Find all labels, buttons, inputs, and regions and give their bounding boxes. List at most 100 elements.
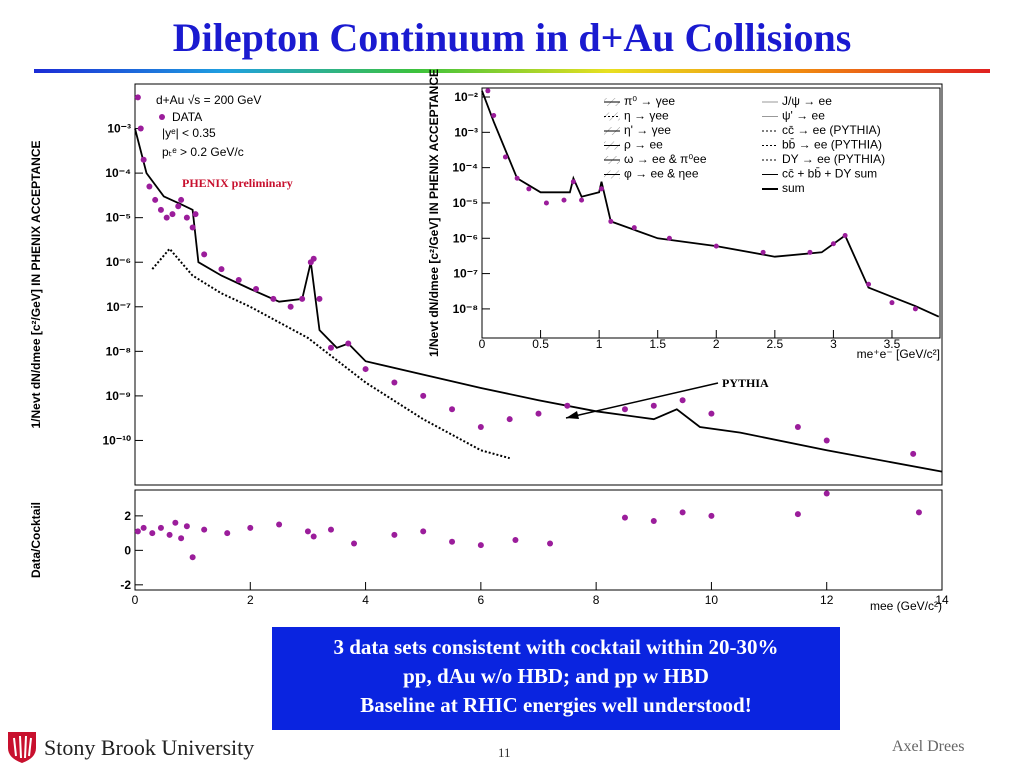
data-point <box>526 186 532 192</box>
data-point <box>708 410 715 417</box>
data-point <box>621 514 628 521</box>
x-tick-label: 2 <box>713 337 720 351</box>
data-point <box>362 366 369 373</box>
data-point <box>650 402 657 409</box>
x-tick-label: 1 <box>596 337 603 351</box>
data-point <box>183 214 190 221</box>
y-tick-label: 10⁻⁶ <box>106 255 131 269</box>
y-tick-label: 10⁻³ <box>454 125 478 139</box>
y-tick-label: 10⁻¹⁰ <box>103 433 132 447</box>
legend-label: η → γee <box>624 109 669 123</box>
data-point <box>189 224 196 231</box>
y-tick-label: 10⁻⁷ <box>453 267 478 281</box>
y-tick-label: 2 <box>124 509 131 523</box>
data-point <box>713 243 719 249</box>
plot-frame <box>481 87 941 339</box>
x-tick-label: 8 <box>593 593 600 607</box>
data-point <box>247 524 254 531</box>
data-point <box>485 88 491 94</box>
summary-box: 3 data sets consistent with cocktail wit… <box>272 627 840 730</box>
data-point <box>794 424 801 431</box>
x-axis-label: mee (GeV/c²) <box>870 599 942 613</box>
legend-label: ω → ee & π⁰ee <box>624 152 707 166</box>
sum-curve <box>481 90 940 318</box>
y-tick-label: 10⁻⁴ <box>105 166 131 180</box>
data-point <box>140 524 147 531</box>
legend-label: cc̄ → ee (PYTHIA) <box>782 123 881 137</box>
x-tick-label: 2.5 <box>766 337 783 351</box>
data-point <box>253 286 260 293</box>
y-tick-label: 0 <box>124 543 131 557</box>
data-point <box>666 235 672 241</box>
annotation: PHENIX preliminary <box>182 176 293 190</box>
y-tick-label: 10⁻⁸ <box>106 344 131 358</box>
y-axis-label: Data/Cocktail <box>29 502 43 578</box>
x-tick-label: 1.5 <box>649 337 666 351</box>
legend-label: J/ψ → ee <box>782 94 832 108</box>
x-tick-label: 2 <box>247 593 254 607</box>
data-point <box>149 530 156 537</box>
data-point <box>134 528 141 535</box>
data-point <box>276 521 283 528</box>
legend-marker <box>159 114 165 120</box>
data-point <box>449 406 456 413</box>
data-point <box>420 528 427 535</box>
data-point <box>134 94 141 101</box>
logo-text: Stony Brook University <box>44 735 255 760</box>
data-point <box>912 306 918 312</box>
data-point <box>201 526 208 533</box>
data-point <box>299 295 306 302</box>
data-point <box>679 397 686 404</box>
x-tick-label: 14 <box>935 593 949 607</box>
legend-label: ψ' → ee <box>782 109 825 123</box>
y-tick-label: 10⁻² <box>454 90 478 104</box>
data-point <box>172 519 179 526</box>
pythia-arrow <box>565 382 719 419</box>
data-point <box>915 509 922 516</box>
data-point <box>327 344 334 351</box>
data-point <box>477 542 484 549</box>
legend-label: sum <box>782 181 805 195</box>
data-point <box>235 276 242 283</box>
data-point <box>178 196 185 203</box>
x-tick-label: 12 <box>820 593 834 607</box>
data-point <box>679 509 686 516</box>
data-point <box>270 295 277 302</box>
logo-mark <box>8 732 36 763</box>
data-point <box>477 424 484 431</box>
x-tick-label: 10 <box>705 593 719 607</box>
dotted-curve <box>151 247 510 460</box>
data-point <box>201 251 208 258</box>
data-point <box>866 281 872 287</box>
y-tick-label: -2 <box>120 578 131 592</box>
annotation: d+Au √s = 200 GeV <box>156 93 261 107</box>
data-point <box>794 511 801 518</box>
x-tick-label: 0.5 <box>532 337 549 351</box>
data-point <box>830 241 836 247</box>
legend-label: η' → γee <box>624 123 671 137</box>
legend-label: φ → ee & ηee <box>624 167 699 181</box>
annotation: pₜᵉ > 0.2 GeV/c <box>162 145 244 159</box>
y-tick-label: 10⁻³ <box>107 122 131 136</box>
title-rule <box>34 69 990 73</box>
data-point <box>137 125 144 132</box>
data-point <box>345 340 352 347</box>
data-point <box>535 410 542 417</box>
x-tick-label: 6 <box>478 593 485 607</box>
data-point <box>579 197 585 203</box>
legend-label: bb̄ → ee (PYTHIA) <box>782 138 882 152</box>
y-tick-label: 10⁻⁸ <box>453 302 478 316</box>
data-point <box>760 249 766 255</box>
data-point <box>218 266 225 273</box>
legend-label: π⁰ → γee <box>624 94 675 108</box>
x-tick-label: 0 <box>479 337 486 351</box>
data-point <box>650 518 657 525</box>
data-point <box>608 218 614 224</box>
x-tick-label: 0 <box>132 593 139 607</box>
data-point <box>502 154 508 160</box>
y-tick-label: 10⁻⁴ <box>452 161 478 175</box>
data-point <box>391 379 398 386</box>
legend-label: cc̄ + bb̄ + DY sum <box>782 167 877 181</box>
data-point <box>823 490 830 497</box>
